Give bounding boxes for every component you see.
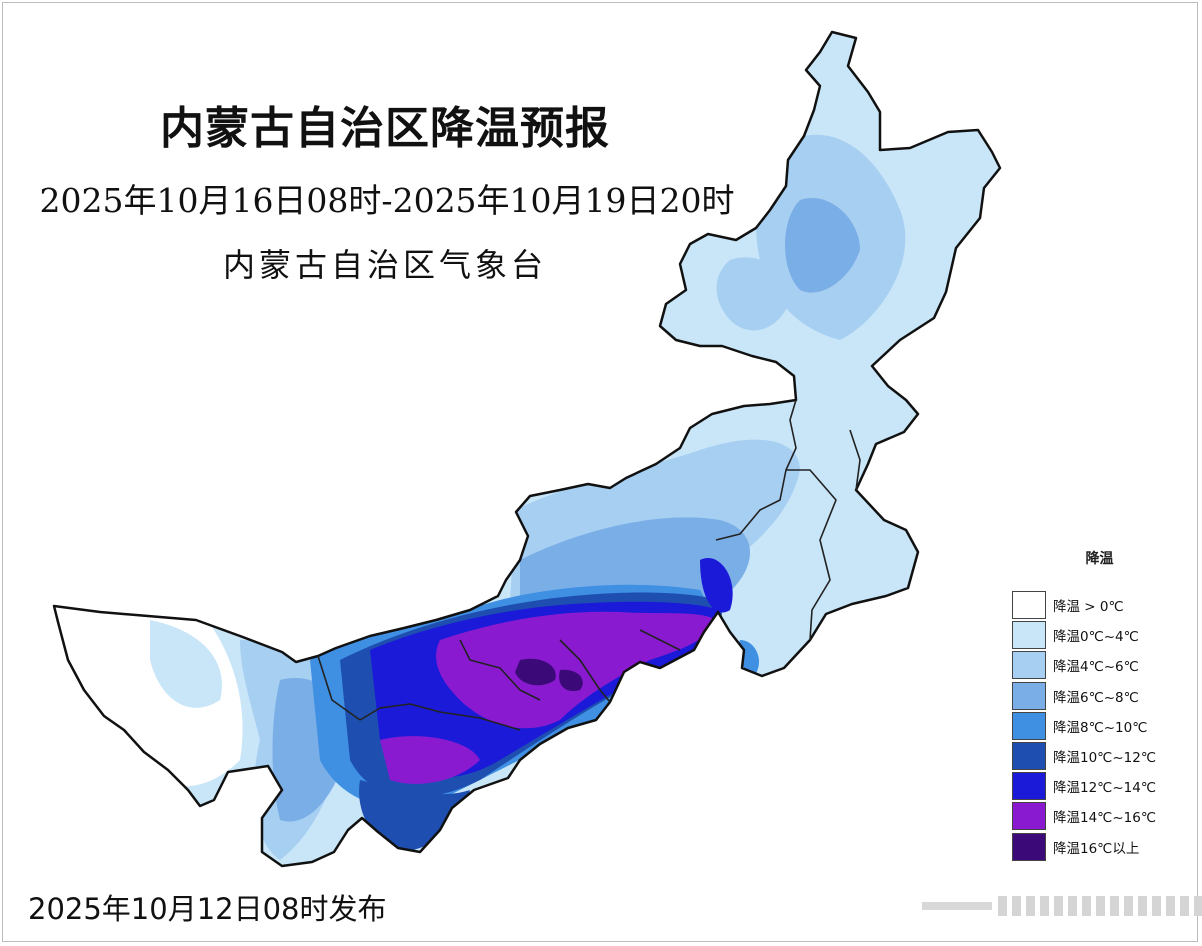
watermark-dash (922, 902, 992, 910)
legend-swatch (1012, 681, 1046, 710)
legend-label: 降温6℃~8℃ (1053, 689, 1139, 706)
watermark (922, 896, 1202, 916)
legend-item: 降温10℃~12℃ (1012, 741, 1177, 771)
legend-item: 降温12℃~14℃ (1012, 771, 1177, 801)
legend-label: 降温12℃~14℃ (1053, 780, 1156, 797)
legend-label: 降温4℃~6℃ (1053, 659, 1139, 676)
legend-item: 降温14℃~16℃ (1012, 801, 1177, 831)
legend-item: 降温16℃以上 (1012, 832, 1177, 862)
legend-swatch (1012, 772, 1046, 801)
legend-swatch (1012, 591, 1046, 620)
legend-swatch (1012, 832, 1046, 861)
legend-item: 降温6℃~8℃ (1012, 681, 1177, 711)
legend-label: 降温8℃~10℃ (1053, 719, 1148, 736)
forecast-period: 2025年10月16日08时-2025年10月19日20时 (39, 181, 735, 220)
issue-time: 2025年10月12日08时发布 (28, 892, 387, 926)
watermark-bars (998, 896, 1202, 916)
legend-swatch (1012, 742, 1046, 771)
legend-swatch (1012, 711, 1046, 740)
legend-swatch (1012, 621, 1046, 650)
legend-label: 降温10℃~12℃ (1053, 750, 1156, 767)
legend-item: 降温4℃~6℃ (1012, 650, 1177, 680)
legend-item: 降温0℃~4℃ (1012, 620, 1177, 650)
legend-swatch (1012, 651, 1046, 680)
map-title: 内蒙古自治区降温预报 (160, 103, 610, 154)
legend-label: 降温 > 0℃ (1053, 599, 1124, 616)
legend-title: 降温 (1085, 551, 1114, 567)
legend-label: 降温14℃~16℃ (1053, 810, 1156, 827)
legend-label: 降温16℃以上 (1053, 840, 1140, 857)
legend-items: 降温 > 0℃ 降温0℃~4℃ 降温4℃~6℃ 降温6℃~8℃ 降温8℃~10℃ 降温10… (1012, 590, 1177, 862)
legend-swatch (1012, 802, 1046, 831)
legend-item: 降温 > 0℃ (1012, 590, 1177, 620)
legend-item: 降温8℃~10℃ (1012, 711, 1177, 741)
legend-label: 降温0℃~4℃ (1053, 629, 1139, 646)
issuer-name: 内蒙古自治区气象台 (222, 246, 547, 284)
league-boundaries (317, 399, 861, 731)
legend: 降温 降温 > 0℃ 降温0℃~4℃ 降温4℃~6℃ 降温6℃~8℃ 降温8℃~10℃ 降… (1012, 548, 1177, 862)
region-outline (52, 30, 1002, 868)
